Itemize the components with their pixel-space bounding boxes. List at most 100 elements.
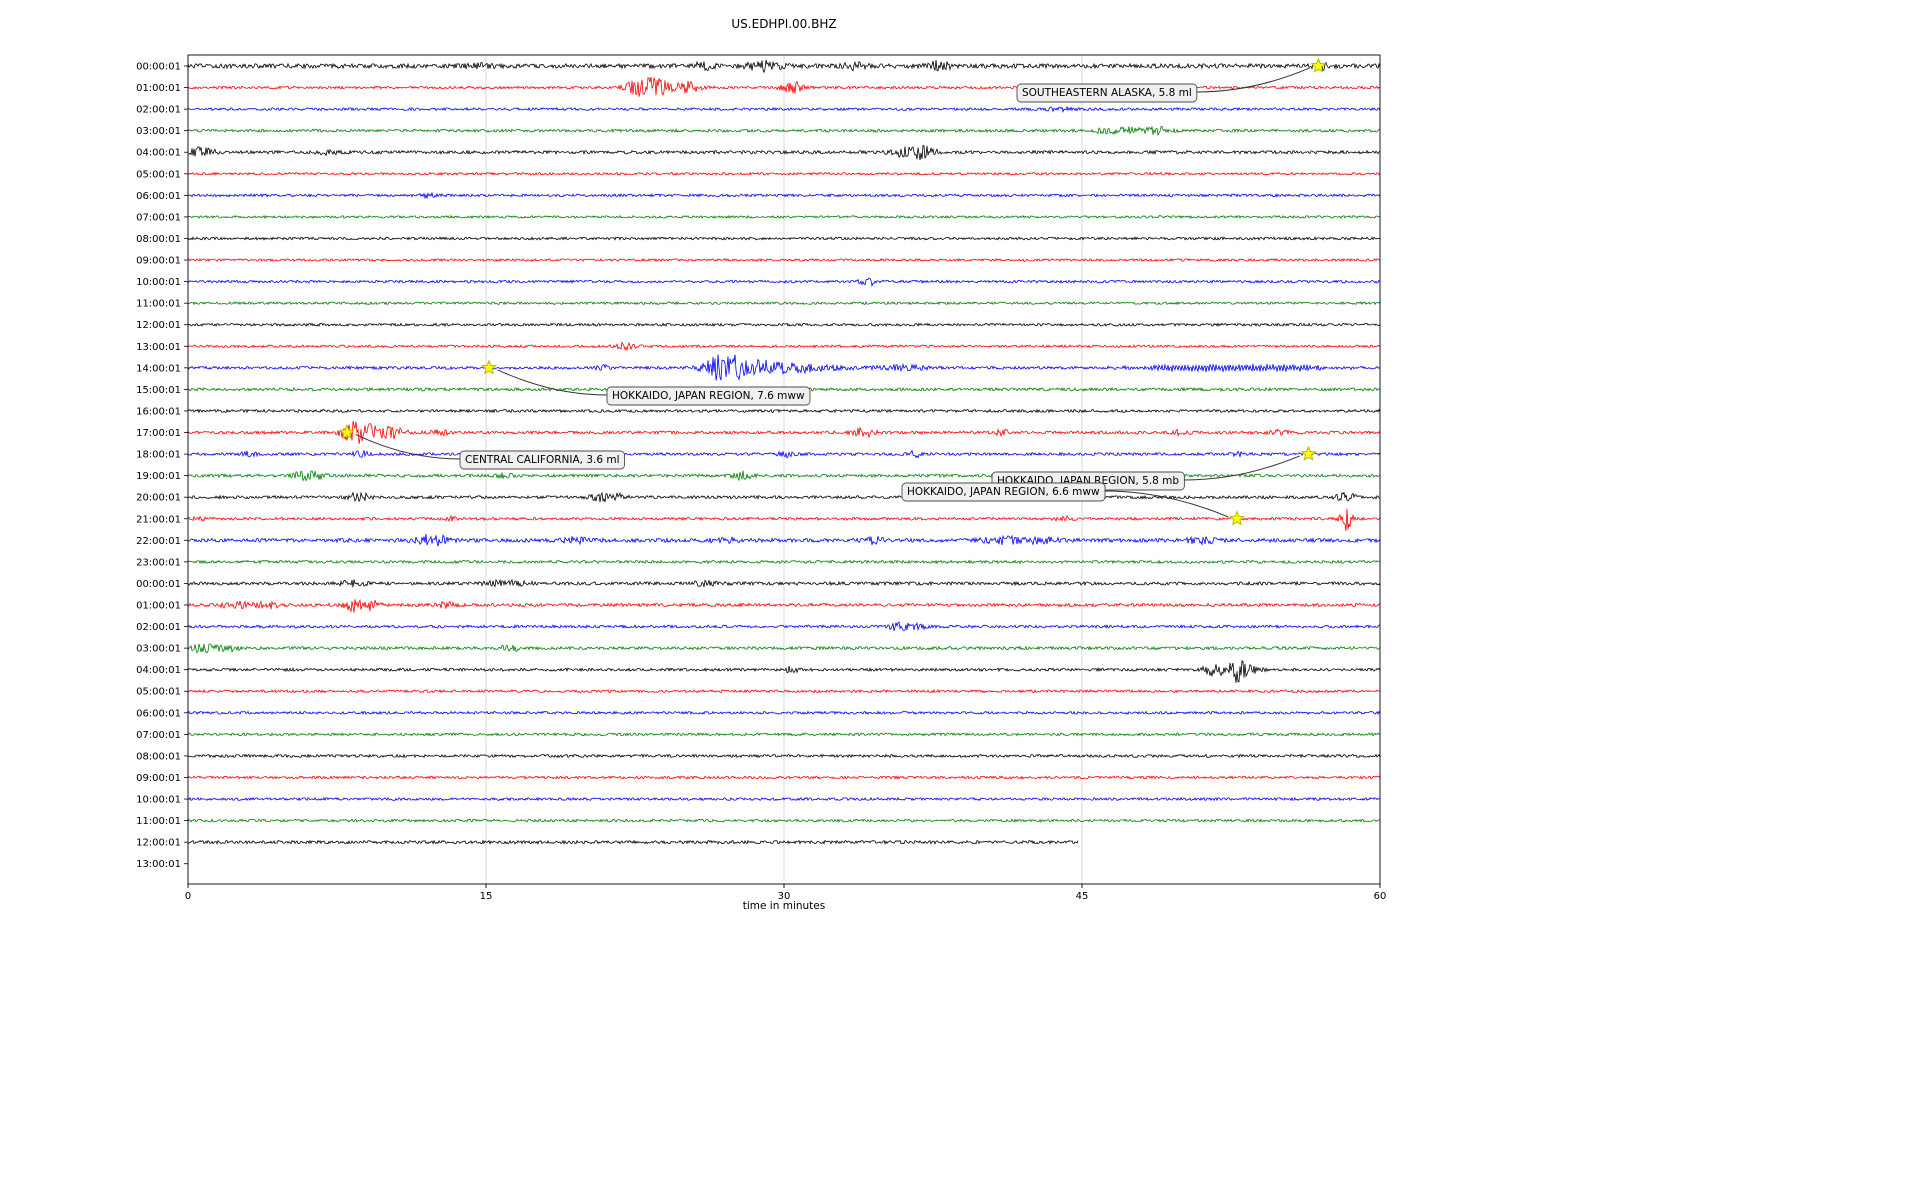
annotations: SOUTHEASTERN ALASKA, 5.8 ml HOKKAIDO, JAP… — [339, 57, 1327, 526]
axes: 00:00:01 01:00:01 02:00:01 03:00:01 04:00:01… — [136, 54, 1387, 902]
row-label: 06:00:01 — [136, 191, 181, 202]
event-arrow — [1184, 455, 1300, 481]
row-label: 13:00:01 — [136, 859, 181, 870]
row-label: 03:00:01 — [136, 644, 181, 655]
trace-row-10 — [187, 277, 1381, 287]
event-arrow — [1196, 67, 1310, 93]
event-star-icon — [1300, 445, 1317, 461]
event-label: HOKKAIDO, JAPAN REGION, 6.6 mww — [907, 486, 1100, 498]
trace-row-13 — [187, 341, 1381, 352]
trace-row-22 — [187, 534, 1381, 547]
trace-row-24 — [187, 578, 1381, 588]
trace-row-30 — [187, 710, 1381, 716]
trace-row-3 — [187, 125, 1381, 137]
event-annotation: HOKKAIDO, JAPAN REGION, 7.6 mww — [481, 359, 811, 406]
row-label: 00:00:01 — [136, 579, 181, 590]
x-tick-label: 60 — [1374, 891, 1387, 902]
event-label: SOUTHEASTERN ALASKA, 5.8 ml — [1022, 87, 1192, 99]
event-annotation: HOKKAIDO, JAPAN REGION, 6.6 mww — [901, 482, 1245, 526]
trace-row-31 — [187, 732, 1381, 737]
trace-row-26 — [187, 621, 1381, 632]
row-label: 17:00:01 — [136, 428, 181, 439]
trace-row-32 — [187, 753, 1381, 759]
trace-row-12 — [187, 322, 1381, 327]
row-label: 19:00:01 — [136, 471, 181, 482]
gridlines — [485, 55, 1083, 884]
trace-row-36 — [187, 839, 1079, 845]
event-label: CENTRAL CALIFORNIA, 3.6 ml — [465, 454, 620, 466]
row-label: 05:00:01 — [136, 687, 181, 698]
row-label: 03:00:01 — [136, 126, 181, 137]
row-label: 13:00:01 — [136, 342, 181, 353]
x-tick-label: 15 — [480, 891, 493, 902]
event-label-box — [901, 482, 1106, 502]
row-label: 02:00:01 — [136, 622, 181, 633]
trace-row-28 — [187, 660, 1381, 684]
event-star-icon — [339, 424, 355, 440]
row-label: 07:00:01 — [136, 212, 181, 223]
row-label: 11:00:01 — [136, 816, 181, 827]
row-label: 08:00:01 — [136, 751, 181, 762]
trace-row-29 — [187, 688, 1381, 694]
row-label: 04:00:01 — [136, 148, 181, 159]
plot-title: US.EDHPI.00.BHZ — [731, 17, 836, 31]
row-label: 09:00:01 — [136, 773, 181, 784]
row-label: 05:00:01 — [136, 169, 181, 180]
trace-row-5 — [187, 171, 1381, 176]
trace-row-33 — [187, 775, 1381, 780]
row-label: 23:00:01 — [136, 557, 181, 568]
event-star-icon — [481, 359, 497, 375]
event-label-box — [606, 386, 811, 406]
row-label: 04:00:01 — [136, 665, 181, 676]
x-tick-label: 45 — [1076, 891, 1089, 902]
row-label: 10:00:01 — [136, 795, 181, 806]
trace-row-20 — [187, 491, 1381, 503]
trace-row-7 — [187, 214, 1381, 220]
x-tick-label: 30 — [778, 891, 791, 902]
event-arrow — [355, 434, 461, 460]
trace-row-23 — [187, 559, 1381, 565]
trace-row-35 — [187, 818, 1381, 823]
row-label: 12:00:01 — [136, 838, 181, 849]
row-label: 10:00:01 — [136, 277, 181, 288]
event-arrow — [497, 369, 608, 396]
row-label: 01:00:01 — [136, 83, 181, 94]
row-label: 22:00:01 — [136, 536, 181, 547]
row-label: 07:00:01 — [136, 730, 181, 741]
event-label: HOKKAIDO, JAPAN REGION, 7.6 mww — [612, 390, 805, 402]
trace-row-6 — [187, 191, 1381, 200]
trace-row-8 — [187, 236, 1381, 241]
row-label: 11:00:01 — [136, 299, 181, 310]
trace-row-34 — [187, 796, 1381, 802]
row-label: 09:00:01 — [136, 256, 181, 267]
row-label: 06:00:01 — [136, 708, 181, 719]
row-label: 01:00:01 — [136, 601, 181, 612]
row-label: 08:00:01 — [136, 234, 181, 245]
trace-row-21 — [187, 508, 1381, 532]
event-label-box — [1016, 83, 1198, 103]
trace-row-16 — [187, 408, 1381, 414]
trace-row-27 — [187, 643, 1381, 654]
row-label: 15:00:01 — [136, 385, 181, 396]
trace-row-4 — [187, 144, 1381, 161]
trace-row-18 — [187, 449, 1381, 459]
event-annotation: SOUTHEASTERN ALASKA, 5.8 ml — [1016, 57, 1327, 103]
event-star-icon — [1229, 510, 1245, 526]
trace-row-2 — [187, 105, 1381, 114]
x-axis-label: time in minutes — [743, 900, 825, 912]
row-label: 14:00:01 — [136, 363, 181, 374]
trace-row-25 — [187, 599, 1381, 613]
row-label: 12:00:01 — [136, 320, 181, 331]
trace-row-17 — [187, 421, 1381, 444]
trace-row-0 — [187, 59, 1381, 74]
row-label: 18:00:01 — [136, 450, 181, 461]
x-tick-label: 0 — [185, 891, 191, 902]
event-label-box — [459, 450, 625, 470]
event-star-icon — [1310, 57, 1327, 73]
row-label: 21:00:01 — [136, 514, 181, 525]
trace-row-14 — [187, 354, 1381, 382]
event-annotation: CENTRAL CALIFORNIA, 3.6 ml — [339, 424, 625, 470]
row-label: 02:00:01 — [136, 105, 181, 116]
